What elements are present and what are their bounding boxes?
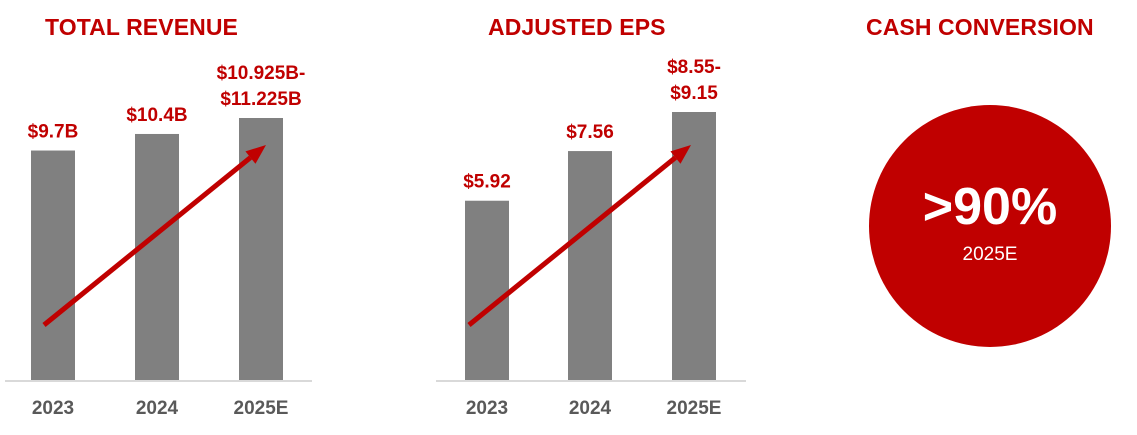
revenue-chart-title: TOTAL REVENUE — [45, 14, 238, 40]
revenue-trend-arrow-shaft — [42, 155, 253, 327]
revenue-x-tick-label: 2025E — [234, 398, 289, 419]
eps-data-label: $8.55- — [667, 57, 721, 78]
revenue-data-label: $10.925B- — [217, 63, 306, 84]
eps-x-tick-label: 2024 — [569, 398, 612, 419]
revenue-x-tick-label: 2024 — [136, 398, 179, 419]
revenue-bar-2024 — [135, 133, 179, 380]
eps-bar-2023 — [465, 200, 509, 380]
eps-chart-title: ADJUSTED EPS — [488, 14, 666, 40]
eps-data-label: $9.15 — [670, 83, 718, 104]
cash-conversion-value: >90% — [922, 178, 1058, 236]
eps-bar-chart: $5.92 2023 $7.56 2024 $8.55- $9.15 2025E — [436, 57, 746, 419]
eps-bar-2024 — [568, 151, 612, 380]
revenue-bar-2023 — [31, 150, 75, 380]
cash-conversion-circle: >90% 2025E — [869, 105, 1111, 347]
eps-x-tick-label: 2025E — [667, 398, 722, 419]
revenue-bar-chart: $9.7B 2023 $10.4B 2024 $10.925B- $11.225B 2025… — [5, 63, 312, 419]
eps-data-label: $7.56 — [566, 122, 614, 143]
eps-data-label: $5.92 — [463, 172, 511, 193]
eps-trend-arrow-shaft — [467, 155, 678, 327]
cash-conversion-title: CASH CONVERSION — [866, 14, 1094, 40]
eps-trend-arrow-head — [670, 145, 691, 164]
revenue-bar-2025E — [239, 118, 283, 380]
cash-conversion-period: 2025E — [962, 244, 1018, 265]
revenue-x-tick-label: 2023 — [32, 398, 74, 419]
revenue-trend-arrow-head — [245, 145, 266, 164]
eps-x-tick-label: 2023 — [466, 398, 508, 419]
revenue-data-label: $10.4B — [126, 105, 187, 126]
revenue-data-label: $11.225B — [220, 89, 301, 110]
revenue-data-label: $9.7B — [28, 122, 79, 143]
